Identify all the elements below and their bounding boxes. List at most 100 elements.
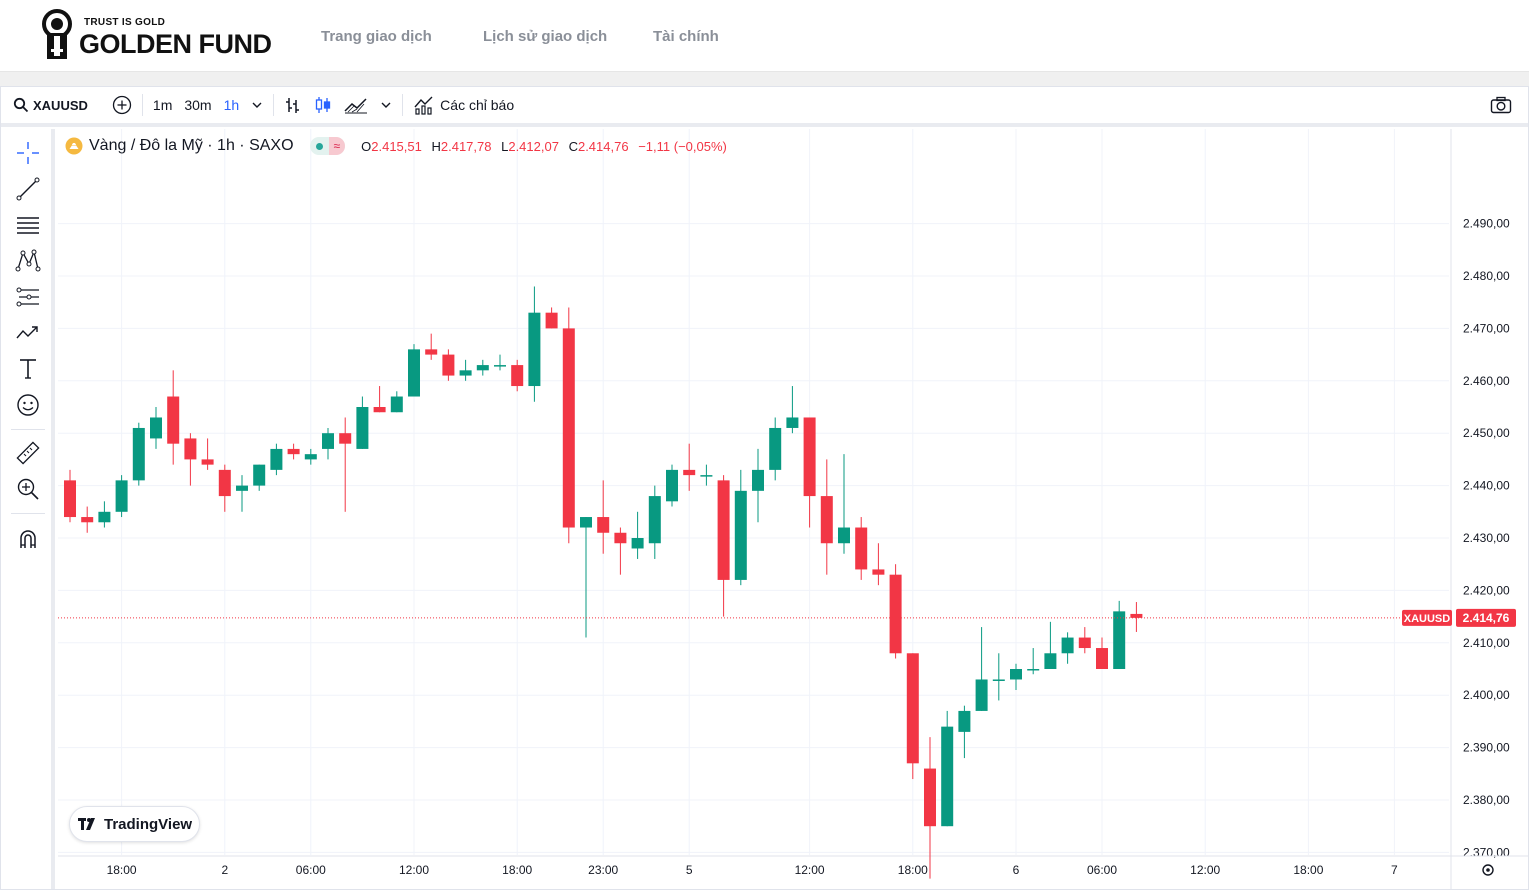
- screenshot-button[interactable]: [1484, 90, 1518, 120]
- candle-body[interactable]: [769, 427, 782, 470]
- candle-body[interactable]: [408, 349, 420, 397]
- candle-body[interactable]: [958, 710, 971, 732]
- emoji-tool[interactable]: [14, 391, 42, 419]
- candle-body[interactable]: [287, 448, 300, 455]
- measure-tool[interactable]: [14, 439, 42, 467]
- candle-body[interactable]: [425, 349, 438, 355]
- candle-body[interactable]: [201, 459, 214, 465]
- candle-body[interactable]: [253, 464, 266, 486]
- candle-body[interactable]: [184, 438, 197, 460]
- candle-body[interactable]: [1044, 653, 1057, 669]
- interval-30m[interactable]: 30m: [184, 97, 212, 113]
- candle-body[interactable]: [580, 517, 592, 528]
- candle-body[interactable]: [1078, 637, 1091, 649]
- candle-body[interactable]: [494, 365, 506, 367]
- candle-body[interactable]: [442, 354, 455, 376]
- candle-body[interactable]: [1113, 611, 1126, 669]
- fib-retracement-tool[interactable]: [14, 211, 42, 239]
- gear-icon[interactable]: [1482, 864, 1494, 876]
- magnet-tool[interactable]: [14, 525, 42, 553]
- candle-body[interactable]: [270, 448, 283, 470]
- zoom-in-tool[interactable]: [14, 475, 42, 503]
- candle-body[interactable]: [81, 517, 94, 523]
- price-chart[interactable]: 2.490,00 2.480,00 2.470,00 2.460,00 2.450,00…: [1, 129, 1528, 889]
- candles-icon: [316, 97, 331, 113]
- trend-line-tool[interactable]: [14, 175, 42, 203]
- candle-body[interactable]: [528, 312, 541, 387]
- pattern-tool[interactable]: [14, 247, 42, 275]
- candle-body[interactable]: [322, 433, 334, 449]
- interval-dropdown[interactable]: [245, 90, 269, 120]
- candle-body[interactable]: [339, 433, 352, 444]
- candle-body[interactable]: [700, 475, 713, 477]
- price-tag-symbol: XAUUSD: [1404, 613, 1451, 625]
- bar-chart-type-button[interactable]: [278, 90, 308, 120]
- nav-trading-page[interactable]: Trang giao dịch: [321, 28, 432, 45]
- market-status-pill[interactable]: ≈: [309, 137, 346, 155]
- candle-body[interactable]: [132, 427, 145, 481]
- ruler-icon: [16, 441, 40, 465]
- candle-body[interactable]: [476, 365, 489, 371]
- candle-body[interactable]: [855, 527, 868, 570]
- top-bar: TRUST IS GOLD GOLDEN FUND Trang giao dịc…: [0, 0, 1529, 72]
- chart-style-dropdown[interactable]: [374, 90, 398, 120]
- candle-body[interactable]: [941, 726, 954, 827]
- candle-body[interactable]: [975, 679, 988, 711]
- candle-body[interactable]: [304, 454, 317, 460]
- interval-1m[interactable]: 1m: [152, 97, 173, 113]
- candle-body[interactable]: [236, 485, 248, 491]
- candles-chart-type-button[interactable]: [308, 90, 338, 120]
- candle-body[interactable]: [786, 417, 799, 428]
- tradingview-badge[interactable]: TradingView: [69, 806, 200, 842]
- candle-body[interactable]: [734, 490, 747, 580]
- candle-body[interactable]: [373, 407, 386, 413]
- candle-body[interactable]: [1010, 669, 1022, 680]
- candle-body[interactable]: [218, 469, 231, 497]
- open-label: O: [361, 138, 372, 154]
- candle-body[interactable]: [98, 511, 111, 523]
- candle-body[interactable]: [872, 569, 885, 575]
- candle-body[interactable]: [906, 653, 919, 764]
- candle-body[interactable]: [562, 328, 575, 528]
- plus-circle-icon: [112, 95, 132, 115]
- candle-body[interactable]: [717, 480, 730, 580]
- candle-body[interactable]: [390, 396, 403, 413]
- candle-body[interactable]: [167, 396, 180, 444]
- prediction-tool[interactable]: [14, 283, 42, 311]
- compare-symbol-button[interactable]: [106, 90, 138, 120]
- candle-body[interactable]: [820, 496, 833, 544]
- candle-body[interactable]: [115, 480, 128, 512]
- forecast-tool[interactable]: [14, 319, 42, 347]
- candle-body[interactable]: [150, 417, 162, 439]
- candle-body[interactable]: [752, 469, 764, 491]
- candle-body[interactable]: [511, 365, 524, 387]
- candle-body[interactable]: [838, 527, 850, 544]
- candle-body[interactable]: [614, 532, 627, 544]
- candle-body[interactable]: [924, 768, 936, 827]
- candle-body[interactable]: [356, 407, 369, 449]
- candle-body[interactable]: [1096, 648, 1108, 669]
- nav-finance[interactable]: Tài chính: [653, 28, 719, 45]
- candle-body[interactable]: [545, 312, 558, 329]
- candle-body[interactable]: [803, 417, 816, 497]
- candle-body[interactable]: [648, 496, 661, 544]
- nav-trading-history[interactable]: Lịch sử giao dịch: [483, 28, 608, 45]
- candle-body[interactable]: [64, 480, 76, 518]
- text-tool[interactable]: [14, 355, 42, 383]
- area-chart-type-button[interactable]: [338, 90, 374, 120]
- candle-body[interactable]: [666, 469, 678, 502]
- interval-1h[interactable]: 1h: [223, 97, 240, 113]
- candle-body[interactable]: [992, 679, 1005, 681]
- symbol-search[interactable]: XAUUSD: [1, 90, 94, 120]
- golden-fund-logo[interactable]: TRUST IS GOLD GOLDEN FUND: [38, 9, 272, 63]
- candle-body[interactable]: [683, 469, 696, 476]
- candle-body[interactable]: [1061, 637, 1074, 654]
- candle-body[interactable]: [597, 517, 610, 533]
- candle-body[interactable]: [1130, 613, 1143, 618]
- candle-body[interactable]: [631, 538, 644, 549]
- candle-body[interactable]: [889, 574, 902, 654]
- candle-body[interactable]: [459, 370, 472, 376]
- crosshair-tool[interactable]: [14, 139, 42, 167]
- candle-body[interactable]: [1027, 669, 1040, 671]
- indicators-button[interactable]: Các chỉ báo: [407, 90, 520, 120]
